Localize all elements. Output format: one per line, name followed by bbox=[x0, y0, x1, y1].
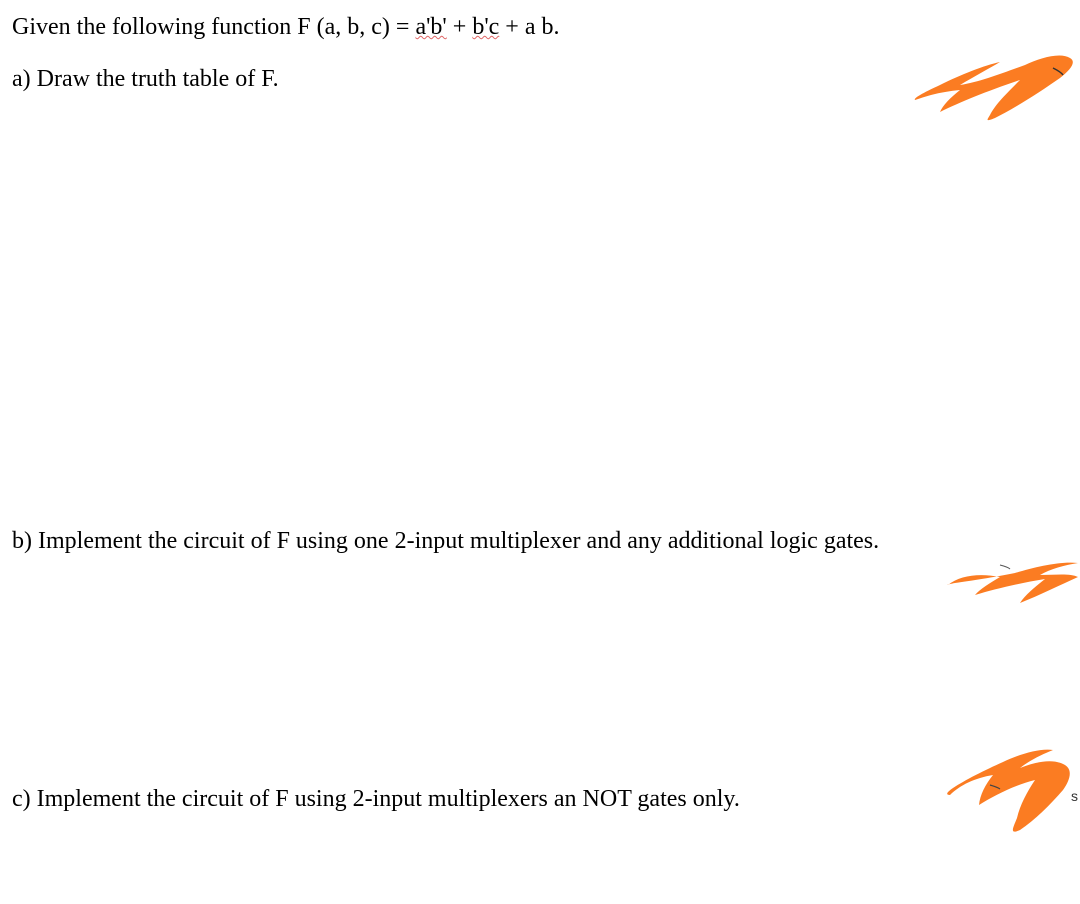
annotation-mark-2 bbox=[940, 555, 1080, 615]
intro-suffix: + a b. bbox=[499, 14, 559, 40]
part-c-text: c) Implement the circuit of F using 2-in… bbox=[12, 786, 740, 813]
annotation-mark-1 bbox=[905, 40, 1080, 130]
edge-char: s bbox=[1071, 788, 1078, 804]
intro-plus1: + bbox=[447, 14, 473, 40]
part-b-text: b) Implement the circuit of F using one … bbox=[12, 528, 879, 555]
term-bc: b'c bbox=[472, 14, 499, 40]
intro-prefix: Given the following function F (a, b, c)… bbox=[12, 14, 415, 40]
part-a-text: a) Draw the truth table of F. bbox=[12, 66, 279, 93]
annotation-mark-3 bbox=[935, 740, 1075, 840]
question-intro: Given the following function F (a, b, c)… bbox=[12, 14, 559, 41]
term-ab: a'b' bbox=[415, 14, 446, 40]
